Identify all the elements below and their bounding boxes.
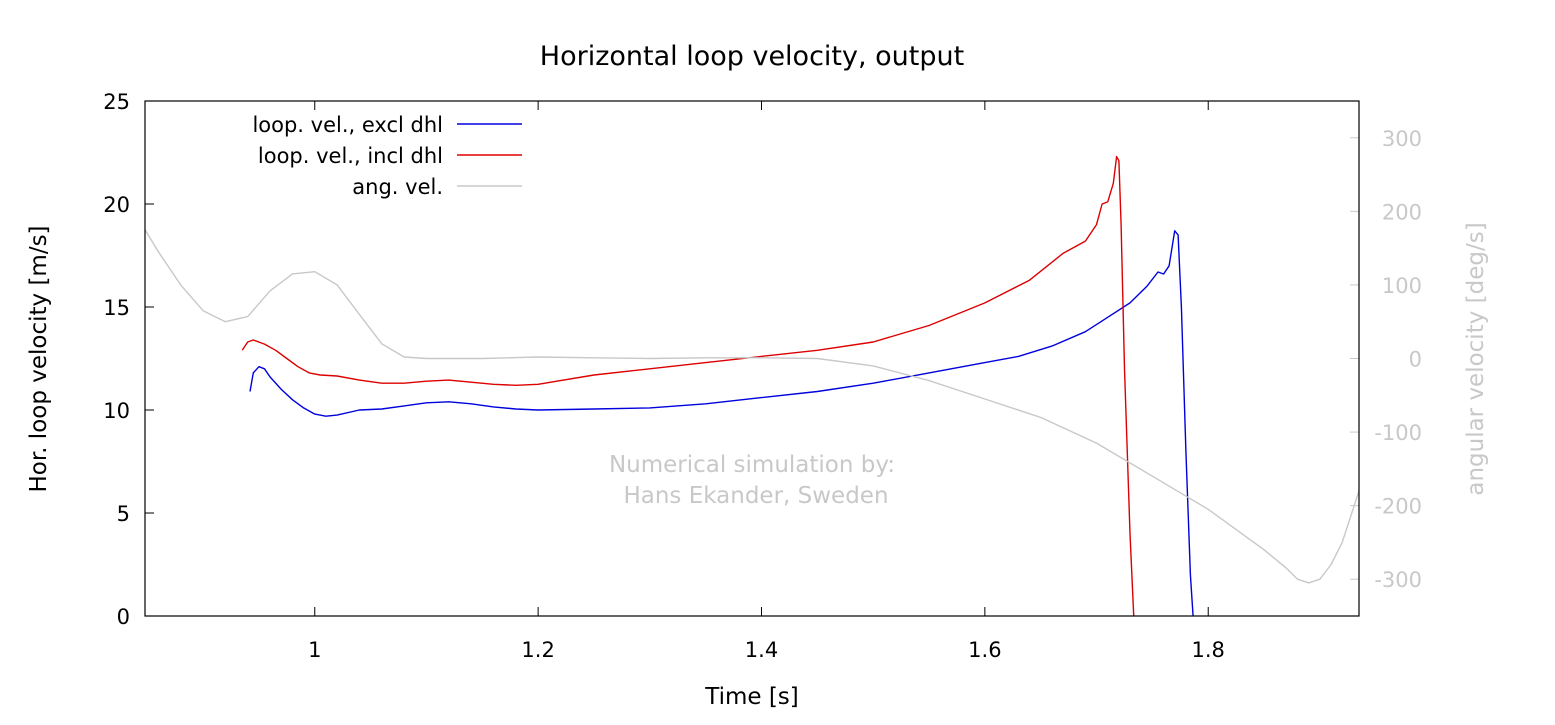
x-tick-label: 1.6 xyxy=(968,638,1001,662)
x-tick-label: 1.8 xyxy=(1192,638,1225,662)
series-lines xyxy=(145,155,1359,616)
y-axis-ticks: 0 5 10 15 20 25 xyxy=(103,90,154,629)
y-tick-label: 15 xyxy=(103,296,130,320)
x-axis-ticks: 1 1.2 1.4 1.6 1.8 xyxy=(308,101,1225,662)
y2-tick-label: -200 xyxy=(1374,495,1422,519)
x-tick-label: 1.2 xyxy=(521,638,554,662)
y2-tick-label: 100 xyxy=(1382,274,1422,298)
annotation-line-1: Numerical simulation by: xyxy=(609,452,895,478)
y-axis-label: Hor. loop velocity [m/s] xyxy=(26,225,52,492)
y2-axis-ticks: -300 -200 -100 0 100 200 300 xyxy=(1350,127,1422,592)
legend-label: loop. vel., incl dhl xyxy=(258,144,443,168)
plot-frame xyxy=(144,100,1360,617)
y-tick-label: 0 xyxy=(117,605,130,629)
y2-axis-label: angular velocity [deg/s] xyxy=(1463,222,1489,495)
series-line-loop-vel-excl-dhl xyxy=(249,230,1194,616)
series-line-loop-vel-incl-dhl xyxy=(241,155,1135,616)
x-tick-label: 1 xyxy=(308,638,321,662)
x-tick-label: 1.4 xyxy=(745,638,778,662)
y-tick-label: 10 xyxy=(103,399,130,423)
y-tick-label: 5 xyxy=(117,502,130,526)
y2-tick-label: -100 xyxy=(1374,421,1422,445)
annotation-line-2: Hans Ekander, Sweden xyxy=(623,483,888,509)
y-tick-label: 25 xyxy=(103,90,130,114)
legend-label: loop. vel., excl dhl xyxy=(252,113,443,137)
chart-title: Horizontal loop velocity, output xyxy=(540,41,964,72)
y2-tick-label: 0 xyxy=(1409,348,1422,372)
y2-tick-label: -300 xyxy=(1374,568,1422,592)
y2-tick-label: 300 xyxy=(1382,127,1422,151)
series-line-ang-vel xyxy=(145,229,1359,584)
legend-label: ang. vel. xyxy=(352,175,443,199)
legend: loop. vel., excl dhl loop. vel., incl dhl… xyxy=(252,113,522,199)
y-tick-label: 20 xyxy=(103,193,130,217)
y2-tick-label: 200 xyxy=(1382,200,1422,224)
x-axis-label: Time [s] xyxy=(704,684,799,710)
